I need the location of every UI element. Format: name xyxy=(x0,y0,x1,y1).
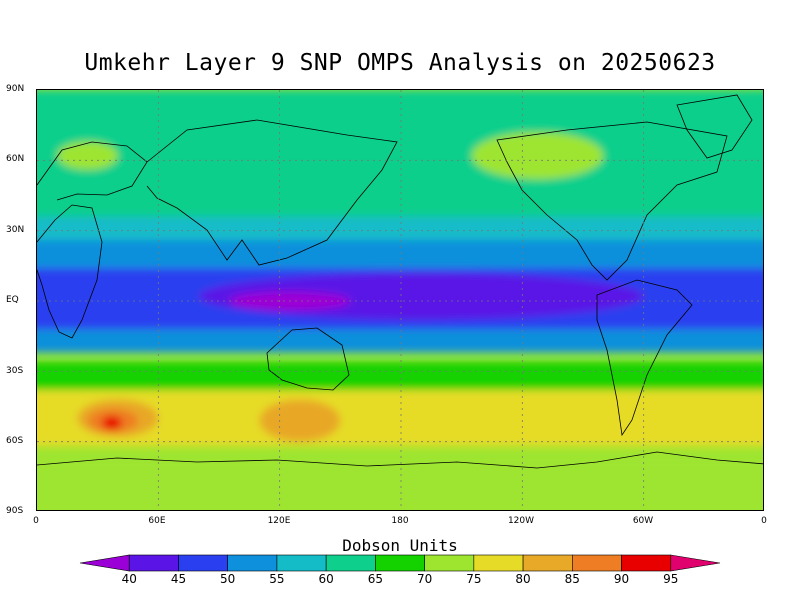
ozone-region-95-14 xyxy=(101,415,122,430)
lon-label-0: 0 xyxy=(33,516,39,526)
lat-label-eq: EQ xyxy=(6,295,19,305)
coastline-south-america xyxy=(596,279,693,437)
map-title: Umkehr Layer 9 SNP OMPS Analysis on 2025… xyxy=(84,50,716,76)
colorbar-label: 75 xyxy=(466,572,482,586)
colorbar-segment xyxy=(128,554,179,572)
ozone-region-75-8 xyxy=(57,141,118,170)
lat-label-90n: 90N xyxy=(6,84,25,94)
lat-label-30n: 30N xyxy=(6,225,25,235)
coastline-africa xyxy=(37,204,103,339)
graticule xyxy=(37,90,763,510)
colorbar-segment xyxy=(375,554,425,572)
colorbar-label: 45 xyxy=(170,572,187,586)
coastlines xyxy=(37,94,763,469)
colorbar-segment xyxy=(424,554,475,572)
colorbar-label: 90 xyxy=(613,572,630,586)
coastline-greenland xyxy=(676,94,753,159)
colorbar-label: 65 xyxy=(367,572,384,586)
ozone-contour-svg xyxy=(37,90,763,510)
lon-label-180: 180 xyxy=(391,516,409,526)
colorbar-label: 95 xyxy=(663,572,679,586)
colorbar-label: 55 xyxy=(269,572,285,586)
coastline-asia xyxy=(146,119,398,266)
coastline-australia xyxy=(266,327,350,391)
colorbar-segment xyxy=(670,554,721,572)
colorbar-label: 70 xyxy=(416,572,433,586)
lat-label-60n: 60N xyxy=(6,154,25,164)
ozone-map xyxy=(36,89,764,511)
coastline-north-america xyxy=(496,121,728,281)
colorbar-title: Dobson Units xyxy=(342,536,458,555)
lat-label-90s: 90S xyxy=(6,506,24,516)
colorbar-segment xyxy=(79,554,130,572)
colorbar-label: 80 xyxy=(515,572,531,586)
ozone-region-85-12 xyxy=(259,399,341,442)
colorbar-segment xyxy=(227,554,278,572)
ozone-region-65-0 xyxy=(37,90,763,170)
lat-label-30s: 30S xyxy=(6,366,24,376)
lon-label-60w: 60W xyxy=(632,516,654,526)
colorbar-label: 40 xyxy=(121,572,137,586)
colorbar-segment xyxy=(276,554,327,572)
colorbar-segment xyxy=(522,554,573,572)
colorbar-segment xyxy=(621,554,672,572)
colorbar-segment xyxy=(572,554,622,572)
ozone-region-75-15 xyxy=(37,455,763,510)
ozone-regions xyxy=(37,90,763,510)
colorbar-label: 60 xyxy=(318,572,334,586)
colorbar-label: 85 xyxy=(564,572,580,586)
colorbar-label: 50 xyxy=(220,572,236,586)
coastline-antarctica xyxy=(37,451,763,469)
colorbar xyxy=(79,554,721,572)
ozone-region-75-9 xyxy=(471,132,604,180)
colorbar-segment xyxy=(473,554,524,572)
lon-label-0-end: 0 xyxy=(761,516,767,526)
lon-label-120e: 120E xyxy=(267,516,291,526)
colorbar-segment xyxy=(178,554,228,572)
lon-label-120w: 120W xyxy=(507,516,535,526)
lon-label-60e: 60E xyxy=(148,516,166,526)
lat-label-60s: 60S xyxy=(6,436,24,446)
colorbar-segment xyxy=(325,554,376,572)
ozone-region-70-7 xyxy=(37,361,763,391)
